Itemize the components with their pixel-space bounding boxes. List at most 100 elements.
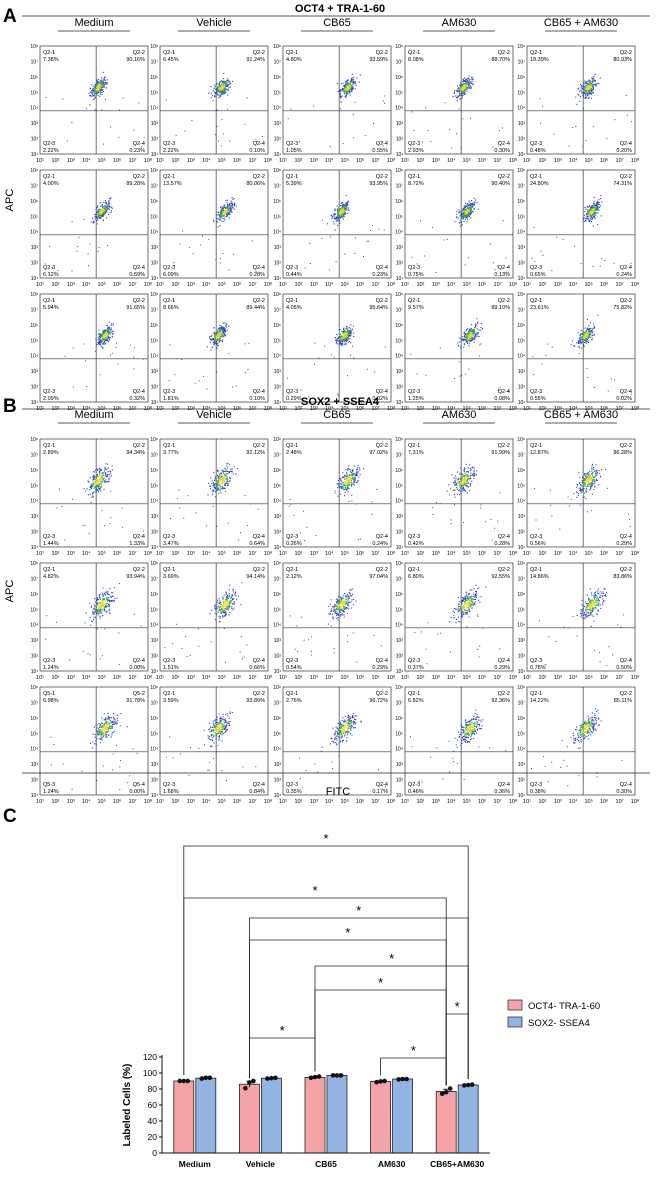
event-dot	[353, 76, 355, 78]
event-dot	[223, 479, 225, 481]
event-dot	[582, 331, 584, 333]
event-dot	[593, 210, 595, 212]
y-tick-label: 10²	[396, 385, 404, 391]
event-dot	[340, 337, 342, 339]
flow-plot: Q2-16.45%Q2-291.24%Q2-32.22%Q2-40.10%10¹…	[150, 44, 272, 164]
event-dot	[335, 220, 337, 222]
event-dot	[347, 93, 349, 95]
event-dot	[215, 477, 217, 479]
event-dot	[348, 485, 350, 487]
event-dot	[469, 332, 471, 334]
event-dot	[216, 340, 218, 342]
event-dot	[345, 343, 347, 345]
event-dot	[217, 214, 219, 216]
event-dot	[464, 481, 466, 483]
event-dot	[107, 478, 109, 480]
event-dot	[347, 207, 349, 209]
event-dot	[233, 466, 235, 468]
event-dot	[101, 209, 103, 211]
event-dot	[183, 517, 185, 519]
quadrant-label-q1: Q2-1	[408, 174, 420, 180]
event-dot	[233, 198, 235, 200]
event-dot	[465, 84, 467, 86]
y-tick-label: 10²	[31, 261, 39, 267]
x-tick-label: 10³	[187, 282, 195, 288]
event-dot	[221, 214, 223, 216]
event-dot	[220, 92, 222, 94]
event-dot	[221, 487, 223, 489]
quadrant-value-q3: 6.12%	[43, 272, 59, 278]
event-dot	[459, 482, 461, 484]
x-tick-label: 10⁴	[82, 281, 91, 288]
event-dot	[91, 488, 93, 490]
event-dot	[340, 208, 342, 210]
x-tick-label: 10⁸	[631, 281, 639, 288]
y-tick-label: 10³	[518, 121, 526, 127]
event-dot	[92, 494, 94, 496]
event-dot	[573, 345, 575, 347]
quadrant-value-q2: 80.06%	[246, 181, 265, 187]
event-dot	[214, 487, 216, 489]
event-dot	[586, 328, 588, 330]
event-dot	[210, 477, 212, 479]
event-dot	[337, 393, 339, 395]
x-tick-label: 10⁸	[631, 405, 639, 412]
event-dot	[227, 207, 229, 209]
event-dot	[585, 338, 587, 340]
y-tick-label: 10⁸	[150, 168, 158, 174]
event-dot	[337, 337, 339, 339]
event-dot	[474, 473, 476, 475]
event-dot	[94, 83, 96, 85]
event-dot	[351, 85, 353, 87]
event-dot	[315, 534, 317, 536]
event-dot	[357, 479, 359, 481]
event-dot	[101, 469, 103, 471]
event-dot	[345, 86, 347, 88]
event-dot	[336, 208, 338, 210]
event-dot	[345, 339, 347, 341]
event-dot	[142, 530, 144, 532]
event-dot	[222, 328, 224, 330]
plot-frame	[282, 293, 392, 403]
event-dot	[341, 339, 343, 341]
event-dot	[596, 202, 598, 204]
event-dot	[591, 85, 593, 87]
event-dot	[346, 205, 348, 207]
event-dot	[464, 335, 466, 337]
event-dot	[223, 87, 225, 89]
event-dot	[344, 212, 346, 214]
event-dot	[579, 340, 581, 342]
event-dot	[592, 87, 594, 89]
event-dot	[583, 344, 585, 346]
event-dot	[97, 476, 99, 478]
event-dot	[222, 86, 224, 88]
event-dot	[594, 203, 596, 205]
event-dot	[232, 203, 234, 205]
event-dot	[111, 465, 113, 467]
event-dot	[340, 97, 342, 99]
event-dot	[587, 318, 589, 320]
event-dot	[218, 213, 220, 215]
event-dot	[330, 354, 332, 356]
event-dot	[227, 108, 229, 110]
event-dot	[352, 325, 354, 327]
event-dot	[98, 482, 100, 484]
event-dot	[581, 86, 583, 88]
event-dot	[464, 205, 466, 207]
event-dot	[210, 349, 212, 351]
y-tick-label: 10⁴	[30, 230, 38, 236]
x-tick-label: 10³	[187, 158, 195, 164]
event-dot	[340, 215, 342, 217]
event-dot	[594, 209, 596, 211]
y-tick-label: 10¹	[274, 400, 282, 406]
x-tick-label: 10⁵	[341, 405, 349, 412]
event-dot	[339, 93, 341, 95]
event-dot	[346, 89, 348, 91]
event-dot	[96, 474, 98, 476]
event-dot	[344, 92, 346, 94]
y-tick-label: 10³	[518, 369, 526, 375]
event-dot	[214, 84, 216, 86]
event-dot	[531, 257, 533, 259]
event-dot	[338, 394, 339, 396]
event-dot	[112, 324, 114, 326]
